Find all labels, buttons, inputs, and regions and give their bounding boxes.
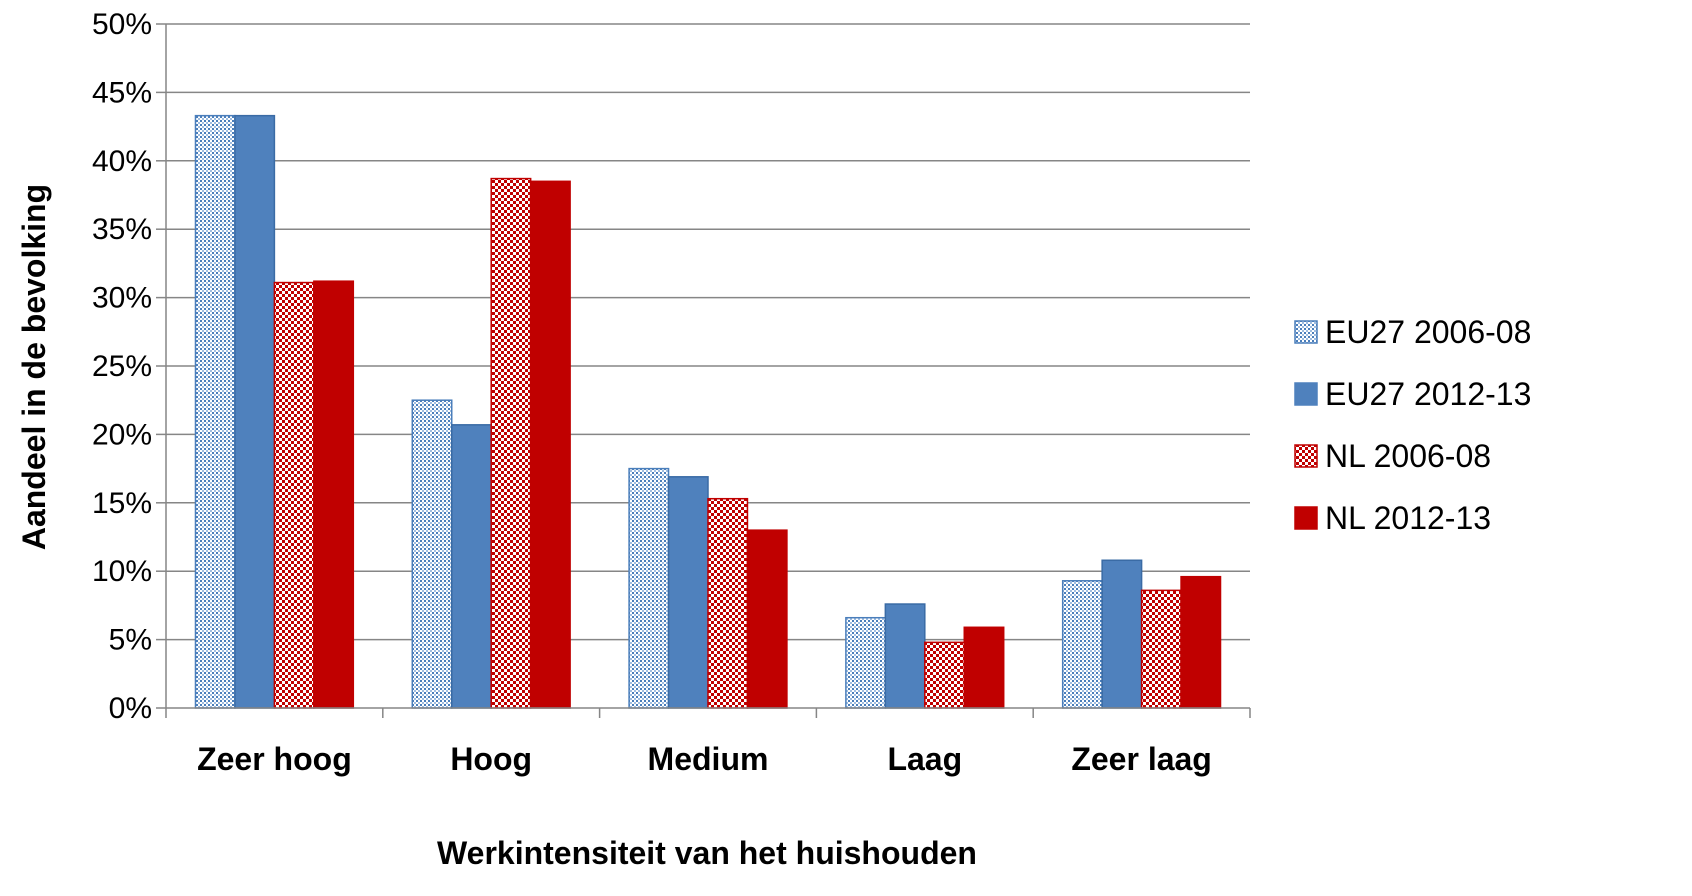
bar [884, 603, 926, 709]
y-tick-label: 15% [92, 487, 152, 520]
bar [845, 616, 887, 709]
bar [1140, 589, 1182, 709]
bars [194, 114, 1222, 709]
y-tick-label: 20% [92, 418, 152, 451]
axes [165, 24, 1251, 718]
legend-swatch [1294, 506, 1318, 530]
bar [490, 177, 532, 709]
bar [746, 529, 788, 709]
legend-swatch [1294, 320, 1318, 344]
y-tick-label: 50% [92, 8, 152, 41]
y-tick-label: 0% [109, 692, 152, 725]
x-axis-title: Werkintensiteit van het huishouden [437, 835, 977, 871]
y-tick-labels: 0% 5% 10% 15% 20% 25% 30% 35% 40% 45% 50% [92, 8, 152, 725]
legend: EU27 2006-08 EU27 2012-13 NL 2006-08 NL 201… [1294, 314, 1531, 536]
legend-label: EU27 2006-08 [1325, 314, 1531, 350]
bar [450, 424, 492, 709]
bar [234, 114, 276, 709]
legend-label: NL 2012-13 [1325, 500, 1491, 536]
x-category-label: Hoog [450, 741, 532, 777]
bar [411, 399, 453, 709]
bar [924, 641, 966, 709]
x-category-label: Laag [887, 741, 962, 777]
legend-label: NL 2006-08 [1325, 438, 1491, 474]
bar [194, 114, 236, 709]
bar [529, 180, 571, 709]
bar [628, 467, 670, 709]
bar [963, 626, 1005, 709]
y-tick-label: 45% [92, 76, 152, 109]
y-axis-title: Aandeel in de bevolking [16, 184, 52, 550]
y-tick-label: 40% [92, 145, 152, 178]
y-tick-label: 10% [92, 555, 152, 588]
legend-label: EU27 2012-13 [1325, 376, 1531, 412]
legend-swatch [1294, 382, 1318, 406]
legend-swatch [1294, 444, 1318, 468]
x-category-label: Zeer laag [1071, 741, 1212, 777]
bar [273, 281, 315, 709]
bar [1180, 575, 1222, 709]
bar [707, 497, 749, 709]
bar [313, 280, 355, 709]
bar [1061, 580, 1103, 709]
y-tick-label: 25% [92, 350, 152, 383]
y-tick-label: 5% [109, 624, 152, 657]
x-category-label: Medium [648, 741, 769, 777]
y-tick-label: 35% [92, 213, 152, 246]
x-category-labels: Zeer hoog Hoog Medium Laag Zeer laag [197, 741, 1212, 777]
x-category-label: Zeer hoog [197, 741, 352, 777]
bar [667, 476, 709, 709]
bar [1101, 559, 1143, 709]
y-tick-label: 30% [92, 282, 152, 315]
